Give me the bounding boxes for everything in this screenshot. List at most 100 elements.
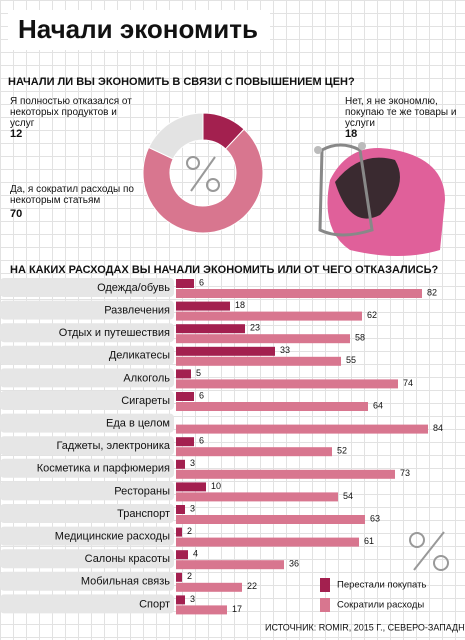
bar <box>176 437 194 447</box>
row-band <box>0 526 174 546</box>
value-label: 18 <box>235 300 245 310</box>
value-label: 36 <box>289 559 299 569</box>
bar <box>176 324 245 334</box>
row-band <box>0 300 174 320</box>
bar-chart-title: НА КАКИХ РАСХОДАХ ВЫ НАЧАЛИ ЭКОНОМИТЬ ИЛ… <box>10 264 439 276</box>
bar <box>176 527 182 537</box>
bar <box>176 560 284 570</box>
bar <box>176 572 182 582</box>
donut-value: 70 <box>10 208 23 220</box>
title-box <box>8 10 270 50</box>
row-band <box>0 436 174 456</box>
value-label: 61 <box>364 536 374 546</box>
bar <box>176 311 362 321</box>
donut-value: 12 <box>10 128 23 140</box>
category-label: Гаджеты, электроника <box>56 440 170 452</box>
bar <box>176 550 188 560</box>
donut-value: 18 <box>345 128 358 140</box>
donut-slice <box>142 128 264 234</box>
row-band <box>0 481 174 501</box>
category-label: Транспорт <box>117 508 170 520</box>
value-label: 6 <box>199 436 204 446</box>
value-label: 2 <box>187 526 192 536</box>
row-band <box>0 368 174 388</box>
value-label: 17 <box>232 604 242 614</box>
value-label: 74 <box>403 378 413 388</box>
donut-label: Нет, я не экономлю, покупаю те же товары… <box>345 96 457 129</box>
bar <box>176 605 227 615</box>
value-label: 22 <box>247 581 257 591</box>
legend-label: Перестали покупать <box>337 580 426 591</box>
category-label: Деликатесы <box>109 350 170 362</box>
purse <box>314 142 445 256</box>
bar <box>176 301 230 311</box>
category-label: Спорт <box>139 598 170 610</box>
row-band <box>0 345 174 365</box>
category-label: Еда в целом <box>106 418 170 430</box>
value-label: 84 <box>433 423 443 433</box>
category-label: Медицинские расходы <box>55 531 170 543</box>
value-label: 82 <box>427 287 437 297</box>
bar <box>176 392 194 401</box>
bar <box>176 537 359 547</box>
bar <box>176 492 338 502</box>
bar <box>176 469 395 479</box>
source: ИСТОЧНИК: ROMIR, 2015 Г., СЕВЕРО-ЗАПАДНЫ… <box>265 621 465 632</box>
row-band <box>0 323 174 343</box>
value-label: 33 <box>280 345 290 355</box>
value-label: 52 <box>337 446 347 456</box>
legend-swatch <box>320 598 330 612</box>
category-label: Алкоголь <box>123 372 170 384</box>
bar <box>176 369 191 379</box>
category-label: Отдых и путешествия <box>59 327 170 339</box>
bar <box>176 356 341 366</box>
row-band <box>0 391 174 410</box>
bar <box>176 505 185 514</box>
bar <box>176 459 185 469</box>
value-label: 55 <box>346 355 356 365</box>
row-band <box>0 413 174 433</box>
value-label: 6 <box>199 277 204 287</box>
row-band <box>0 504 174 523</box>
bar <box>176 279 194 288</box>
question: НАЧАЛИ ЛИ ВЫ ЭКОНОМИТЬ В СВЯЗИ С ПОВЫШЕН… <box>8 76 355 88</box>
value-label: 5 <box>196 368 201 378</box>
bar <box>176 402 368 411</box>
legend-swatch <box>320 578 330 592</box>
bar <box>176 334 350 344</box>
row-band <box>0 571 174 591</box>
value-label: 73 <box>400 468 410 478</box>
category-label: Развлечения <box>104 305 170 317</box>
bar <box>176 595 185 605</box>
category-label: Салоны красоты <box>85 553 170 565</box>
bar <box>176 482 206 492</box>
row-band <box>0 549 174 569</box>
category-label: Мобильная связь <box>81 576 170 588</box>
donut-label: Я полностью отказался от некоторых проду… <box>10 96 132 129</box>
legend-label: Сократили расходы <box>337 600 424 611</box>
value-label: 10 <box>211 481 221 491</box>
row-band <box>0 594 174 614</box>
value-label: 23 <box>250 323 260 333</box>
bar <box>176 379 398 389</box>
value-label: 64 <box>373 400 383 410</box>
value-label: 2 <box>187 571 192 581</box>
bar <box>176 582 242 592</box>
category-label: Косметика и парфюмерия <box>37 463 170 475</box>
value-label: 63 <box>370 513 380 523</box>
bar <box>176 424 428 434</box>
row-band <box>0 458 174 478</box>
bar <box>176 447 332 457</box>
category-label: Рестораны <box>114 485 170 497</box>
percent-icon <box>186 156 449 571</box>
value-label: 3 <box>190 594 195 604</box>
donut-slice <box>148 112 204 160</box>
category-label: Одежда/обувь <box>97 282 170 294</box>
bar <box>176 289 422 298</box>
donut-label: Да, я сократил расходы по некоторым стат… <box>10 184 134 206</box>
value-label: 3 <box>190 458 195 468</box>
value-label: 6 <box>199 390 204 400</box>
value-label: 58 <box>355 333 365 343</box>
